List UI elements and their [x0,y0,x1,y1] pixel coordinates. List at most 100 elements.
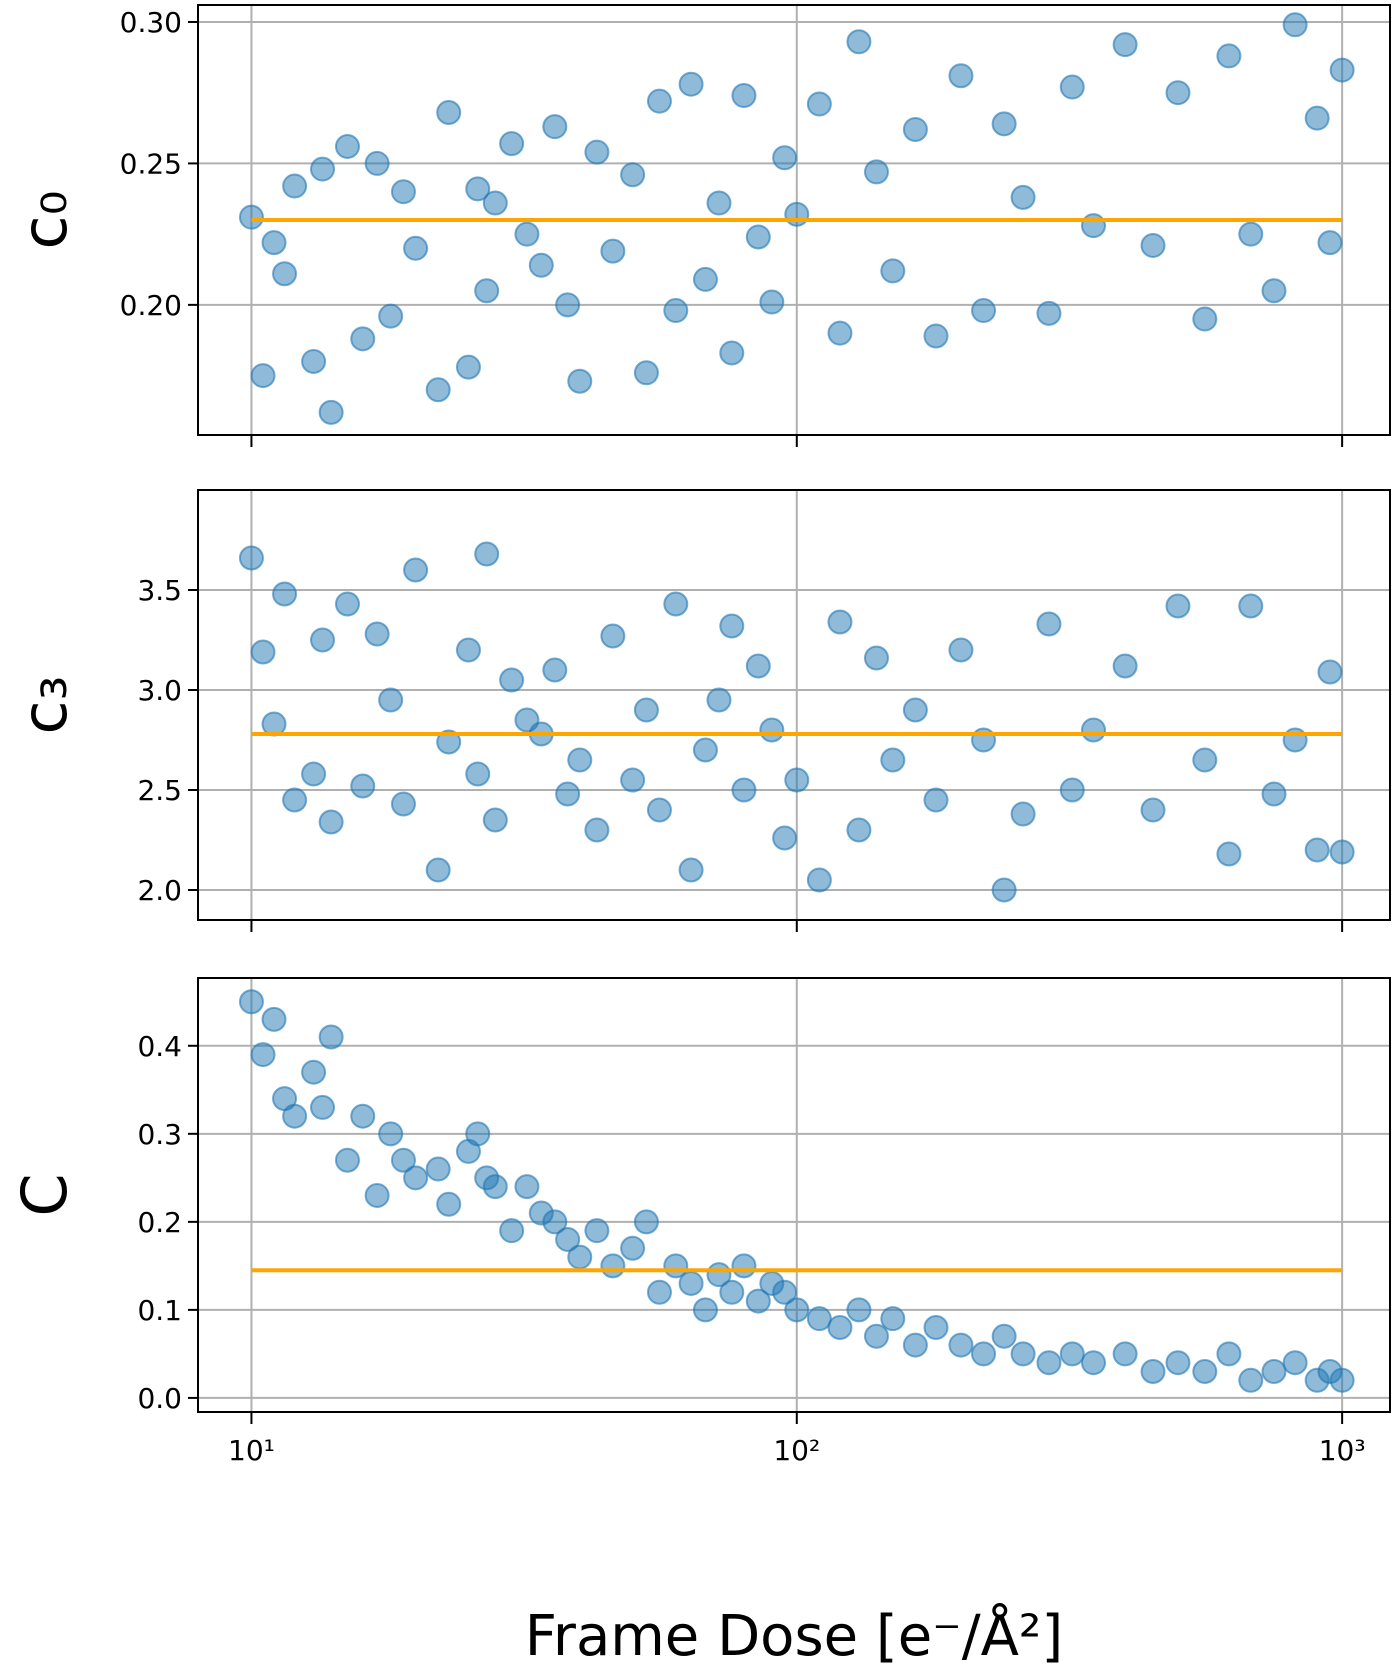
y-tick-label: 0.20 [120,289,182,322]
point [403,235,429,261]
point [350,773,376,799]
point [465,1121,491,1147]
point [378,303,404,329]
point [772,825,798,851]
point [465,176,491,202]
point [390,179,416,205]
point [301,1059,327,1085]
point [1192,306,1218,332]
point [706,687,732,713]
point [272,581,298,607]
point [1261,781,1287,807]
point [584,139,610,165]
y-tick-label: 3.0 [137,674,182,707]
point [567,368,593,394]
point [542,114,568,140]
point [1080,1350,1106,1376]
point [436,729,462,755]
point [1192,747,1218,773]
point [310,627,336,653]
point [692,266,718,292]
point [948,1332,974,1358]
point [334,133,360,159]
point [250,1042,276,1068]
point [620,162,646,188]
point [620,1235,646,1261]
point [863,1323,889,1349]
point [542,1209,568,1235]
point [1112,653,1138,679]
y-tick-label: 0.3 [137,1118,182,1151]
point [745,224,771,250]
point [772,1279,798,1305]
x-axis-label: Frame Dose [e⁻/Å²] [525,1603,1063,1669]
point [784,1297,810,1323]
point [731,1253,757,1279]
y-tick-label: 0.4 [137,1030,182,1063]
point [584,817,610,843]
point [902,697,928,723]
point [1112,32,1138,58]
point [390,791,416,817]
y-tick-label: 0.2 [137,1206,182,1239]
point [301,761,327,787]
point [923,323,949,349]
point [991,1323,1017,1349]
point [1010,184,1036,210]
point [584,1218,610,1244]
point [759,717,785,743]
point [948,63,974,89]
point [528,252,554,278]
point [474,541,500,567]
point [1059,1341,1085,1367]
point [923,787,949,813]
point [846,29,872,55]
point [1329,839,1355,865]
y-tick-label: 3.5 [137,574,182,607]
point [1140,797,1166,823]
y-tick-label: 0.0 [137,1382,182,1415]
point [1304,837,1330,863]
y-tick-label: 0.1 [137,1294,182,1327]
point [971,1341,997,1367]
point [310,156,336,182]
point [514,1174,540,1200]
point [1282,727,1308,753]
point [436,100,462,125]
point [1059,777,1085,803]
point [1165,80,1191,106]
point [1216,841,1242,867]
point [678,857,704,883]
point [719,613,745,639]
point [1036,300,1062,326]
axes-frame [197,489,1391,921]
point [880,258,906,284]
point [1282,1350,1308,1376]
point [425,1156,451,1182]
point [600,238,626,264]
point [378,687,404,713]
point [1216,1341,1242,1367]
point [390,1147,416,1173]
point [1140,232,1166,258]
point [567,1244,593,1270]
point [282,1103,308,1129]
point [863,645,889,671]
point [772,145,798,171]
point [719,1279,745,1305]
point [633,360,659,386]
point [863,159,889,185]
point [991,111,1017,137]
point [880,747,906,773]
point [482,1174,508,1200]
point [692,737,718,763]
point [1010,801,1036,827]
point [403,1165,429,1191]
point [948,637,974,663]
point [1329,57,1355,83]
point [759,289,785,315]
point [1080,717,1106,743]
y-tick-label: 2.0 [137,874,182,907]
point [1329,1367,1355,1393]
